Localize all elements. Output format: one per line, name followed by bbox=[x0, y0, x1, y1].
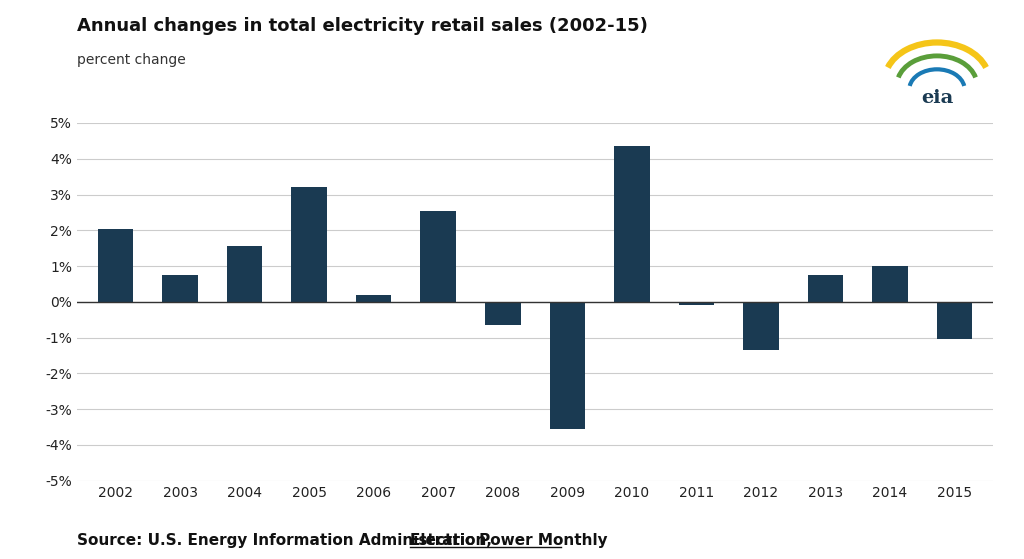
Bar bbox=[97, 229, 133, 302]
Text: eia: eia bbox=[921, 89, 953, 107]
Text: Annual changes in total electricity retail sales (2002-15): Annual changes in total electricity reta… bbox=[77, 17, 647, 35]
Bar bbox=[356, 295, 391, 302]
Bar bbox=[163, 275, 198, 302]
Bar bbox=[292, 187, 327, 302]
Bar bbox=[421, 211, 456, 302]
Text: percent change: percent change bbox=[77, 53, 185, 67]
Bar bbox=[227, 247, 262, 302]
Bar bbox=[872, 266, 907, 302]
Bar bbox=[743, 302, 778, 350]
Bar bbox=[679, 302, 714, 305]
Text: Electric Power Monthly: Electric Power Monthly bbox=[410, 533, 607, 548]
Bar bbox=[485, 302, 520, 325]
Bar bbox=[614, 146, 649, 302]
Bar bbox=[550, 302, 585, 429]
Text: Source: U.S. Energy Information Administration,: Source: U.S. Energy Information Administ… bbox=[77, 533, 497, 548]
Bar bbox=[808, 275, 843, 302]
Bar bbox=[937, 302, 973, 339]
